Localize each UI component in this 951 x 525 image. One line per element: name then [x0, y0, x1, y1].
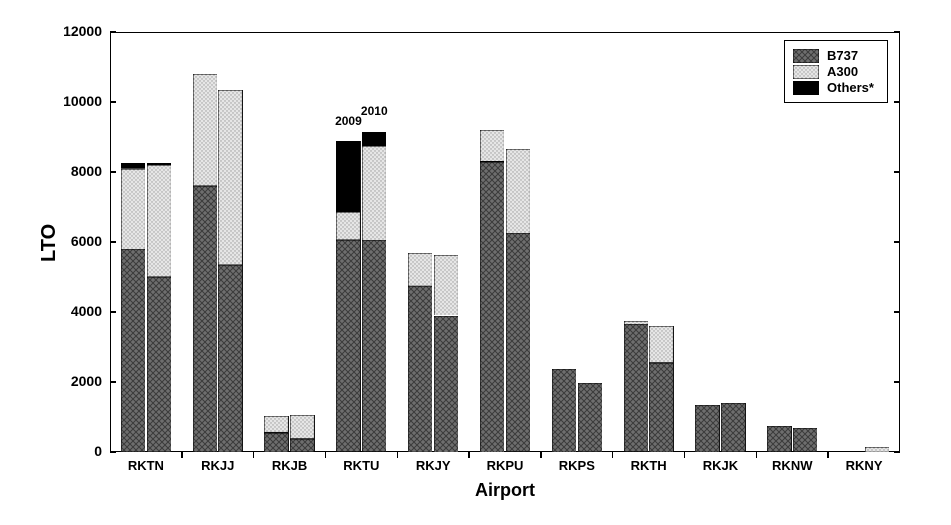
- bar-segment: [649, 326, 673, 363]
- bar-segment: [578, 383, 602, 452]
- bar-segment: [408, 253, 432, 286]
- y-tick-label: 8000: [52, 163, 102, 179]
- bar-segment: [264, 416, 288, 432]
- bar-segment: [434, 255, 458, 316]
- x-tick-label: RKJK: [690, 458, 750, 473]
- bar-segment: [193, 74, 217, 186]
- x-tick-label: RKTU: [331, 458, 391, 473]
- legend-label: B737: [827, 48, 858, 63]
- bar-segment: [362, 240, 386, 452]
- chart-page: LTO Airport B737A300Others* 020004000600…: [0, 0, 951, 525]
- bar-segment: [193, 186, 217, 452]
- bar-segment: [121, 169, 145, 250]
- bar-segment: [336, 212, 360, 240]
- y-tick-label: 2000: [52, 373, 102, 389]
- x-tick-label: RKJB: [260, 458, 320, 473]
- bar-segment: [290, 439, 314, 452]
- bar-annotation: 2010: [356, 104, 392, 118]
- legend-label: Others*: [827, 80, 874, 95]
- bar-segment: [649, 363, 673, 452]
- bar-segment: [552, 369, 576, 452]
- bar-segment: [793, 428, 817, 452]
- legend: B737A300Others*: [784, 40, 888, 103]
- bar-segment: [721, 403, 745, 452]
- x-tick-label: RKJY: [403, 458, 463, 473]
- bar-segment: [218, 265, 242, 452]
- x-tick-label: RKPS: [547, 458, 607, 473]
- bar-segment: [506, 149, 530, 234]
- y-tick-label: 10000: [52, 93, 102, 109]
- bar-segment: [865, 447, 889, 452]
- bar-segment: [362, 132, 386, 146]
- bar-segment: [264, 433, 288, 452]
- x-axis-label: Airport: [110, 480, 900, 501]
- x-tick-label: RKPU: [475, 458, 535, 473]
- bar-segment: [218, 90, 242, 265]
- bar-segment: [434, 316, 458, 453]
- legend-item: B737: [793, 48, 877, 63]
- bar-segment: [506, 233, 530, 452]
- legend-item: A300: [793, 64, 877, 79]
- bar-segment: [147, 277, 171, 452]
- x-tick-label: RKNY: [834, 458, 894, 473]
- bar-segment: [147, 165, 171, 277]
- bar-segment: [624, 324, 648, 452]
- bar-segment: [336, 240, 360, 452]
- x-tick-label: RKNW: [762, 458, 822, 473]
- legend-item: Others*: [793, 80, 877, 95]
- x-tick-label: RKTN: [116, 458, 176, 473]
- bar-segment: [121, 163, 145, 168]
- bar-segment: [624, 321, 648, 325]
- bar-segment: [480, 162, 504, 453]
- bar-segment: [290, 415, 314, 439]
- bar-segment: [362, 146, 386, 241]
- bar-segment: [480, 130, 504, 162]
- bar-segment: [408, 286, 432, 452]
- x-tick-label: RKTH: [619, 458, 679, 473]
- bar-segment: [147, 163, 171, 165]
- y-tick-label: 12000: [52, 23, 102, 39]
- y-tick-label: 4000: [52, 303, 102, 319]
- bar-segment: [121, 249, 145, 452]
- y-tick-label: 0: [52, 443, 102, 459]
- x-tick-label: RKJJ: [188, 458, 248, 473]
- bar-segment: [336, 141, 360, 213]
- bar-segment: [695, 405, 719, 452]
- bar-segment: [767, 426, 791, 452]
- legend-label: A300: [827, 64, 858, 79]
- y-tick-label: 6000: [52, 233, 102, 249]
